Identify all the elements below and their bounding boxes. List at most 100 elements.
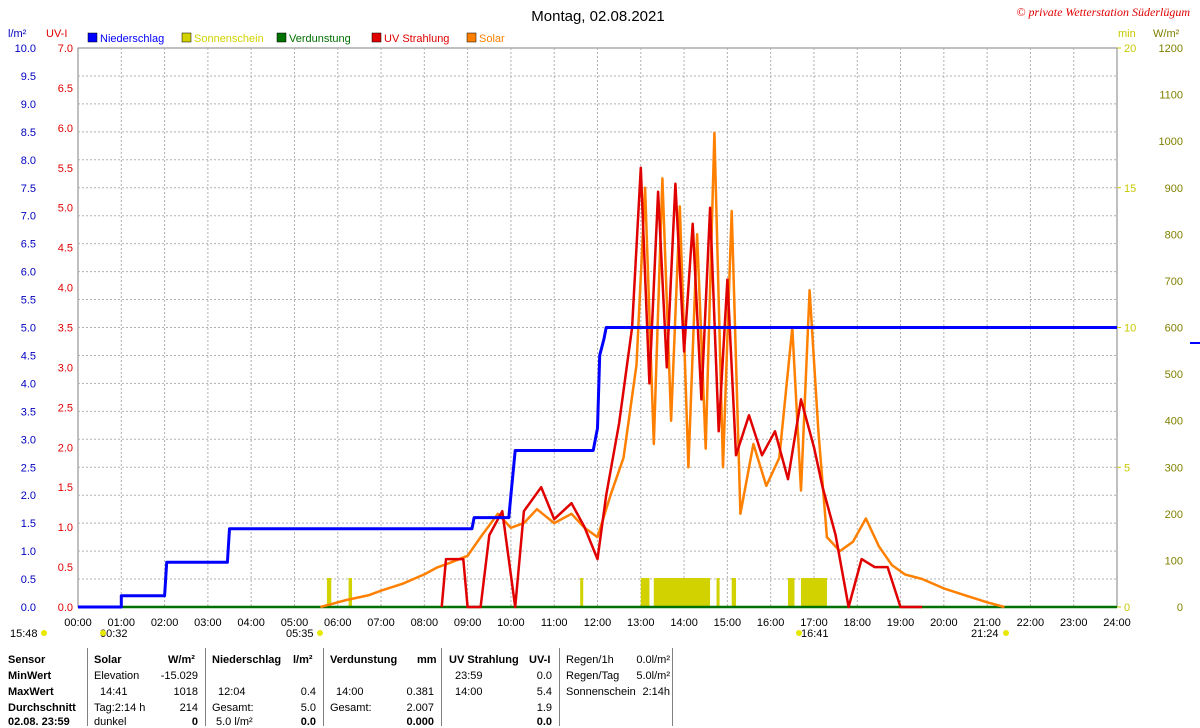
solar-r1-label: 14:41	[100, 686, 128, 698]
x-tick-label: 04:00	[237, 617, 265, 629]
verdunstung-unit: mm	[417, 654, 437, 666]
table-divider	[559, 648, 560, 726]
solar-r1-value: 1018	[173, 686, 198, 698]
left-axis-tick-label: 7.0	[21, 211, 36, 223]
wm-axis-tick-label: 1000	[1159, 136, 1183, 148]
left-axis-tick-label: 1.0	[21, 546, 36, 558]
weather-chart: Montag, 02.08.2021 © private Wetterstati…	[8, 5, 1200, 640]
wm-axis-unit: W/m²	[1153, 28, 1180, 40]
sun-moon-marker	[100, 630, 106, 636]
niederschlag-r1-label: 12:04	[218, 686, 246, 698]
wm-axis-tick-label: 1200	[1159, 43, 1183, 55]
uv-axis-tick-label: 6.0	[58, 123, 73, 135]
solar-r2-value: 214	[179, 702, 198, 714]
moon-set-label: 00:32	[100, 628, 128, 640]
verdunstung-r1-label: 14:00	[336, 686, 364, 698]
left-axis-unit: l/m²	[8, 28, 27, 40]
niederschlag-r2-value: 5.0	[300, 702, 316, 714]
solar-r0-value: -15.029	[160, 670, 198, 682]
chart-axes: 00:00 01:00 02:00 03:00 04:00 05:00 06:00 07:00…	[8, 28, 1200, 629]
uv-axis-tick-label: 2.5	[58, 402, 73, 414]
solar-r3-value: 0	[191, 716, 198, 728]
sun-moon-marker	[317, 630, 323, 636]
sonnenschein-label: Sonnenschein	[566, 686, 636, 698]
sunshine-bar	[640, 578, 650, 607]
legend-label: Solar	[479, 33, 505, 45]
left-axis-tick-label: 8.5	[21, 127, 36, 139]
x-tick-label: 20:00	[930, 617, 958, 629]
legend-swatch	[466, 32, 477, 43]
min-axis-tick-label: 15	[1124, 183, 1136, 195]
regen-tag-value: 5.0l/m²	[636, 670, 670, 682]
solar-header: Solar	[94, 654, 122, 666]
series-line	[440, 166, 923, 609]
chart-title: Montag, 02.08.2021	[531, 8, 664, 25]
left-axis-tick-label: 6.5	[21, 239, 36, 251]
x-tick-label: 21:00	[973, 617, 1001, 629]
left-axis-tick-label: 9.0	[21, 99, 36, 111]
x-tick-label: 16:00	[757, 617, 785, 629]
niederschlag-r3-value: 0.0	[300, 716, 316, 728]
x-tick-label: 17:00	[800, 617, 828, 629]
table-divider	[87, 648, 88, 726]
left-axis-tick-label: 8.0	[21, 155, 36, 167]
uv-axis-unit: UV-I	[46, 28, 67, 40]
series-lines	[78, 131, 1117, 609]
uv-r3-value: 0.0	[536, 716, 552, 728]
time-markers: 15:48 00:32 05:35 16:41 21:24	[10, 628, 1009, 640]
sunshine-bar	[653, 578, 711, 607]
left-axis-tick-label: 0.5	[21, 574, 36, 586]
left-axis-tick-label: 2.0	[21, 490, 36, 502]
legend-swatch	[181, 32, 192, 43]
niederschlag-r3-label: 5.0 l/m²	[216, 716, 253, 728]
verdunstung-header: Verdunstung	[330, 654, 398, 666]
x-tick-label: 02:00	[151, 617, 179, 629]
legend-label: Sonnenschein	[194, 33, 264, 45]
legend-swatch	[371, 32, 382, 43]
solar-noon-label: 16:41	[801, 628, 829, 640]
x-tick-label: 11:00	[541, 617, 568, 629]
left-axis-tick-label: 10.0	[15, 43, 36, 55]
uv-axis-tick-label: 7.0	[58, 43, 73, 55]
niederschlag-r1-value: 0.4	[300, 686, 316, 698]
solar-r0-label: Elevation	[94, 670, 140, 682]
table-divider	[323, 648, 324, 726]
copyright-label: © private Wetterstation Süderlügum	[1016, 5, 1190, 19]
moon-rise-label: 15:48	[10, 628, 38, 640]
solar-r2-label: Tag:2:14 h	[94, 702, 146, 714]
niederschlag-header: Niederschlag	[212, 654, 282, 666]
legend-swatch	[87, 32, 98, 43]
uv-axis-tick-label: 1.0	[58, 522, 73, 534]
x-tick-label: 03:00	[194, 617, 222, 629]
sunset-label: 21:24	[971, 628, 999, 640]
left-axis-tick-label: 2.5	[21, 462, 36, 474]
left-axis-tick-label: 7.5	[21, 183, 36, 195]
sunshine-bar	[326, 578, 332, 607]
left-axis-tick-label: 0.0	[21, 602, 36, 614]
sunshine-bar	[716, 578, 720, 607]
uv-axis-tick-label: 4.5	[58, 243, 73, 255]
uv-axis-tick-label: 1.5	[58, 482, 73, 494]
uv-r0-value: 0.0	[536, 670, 552, 682]
uv-axis-tick-label: 3.0	[58, 362, 73, 374]
uv-axis-tick-label: 5.5	[58, 163, 73, 175]
legend-label: Verdunstung	[289, 33, 351, 45]
series-line	[78, 326, 1117, 609]
uv-axis-tick-label: 2.0	[58, 442, 73, 454]
chart-legend: Niederschlag Sonnenschein Verdunstung UV St…	[87, 32, 505, 45]
wm-axis-tick-label: 1100	[1159, 90, 1183, 102]
uv-header: UV Strahlung	[449, 654, 519, 666]
min-axis-tick-label: 5	[1124, 462, 1130, 474]
uv-axis-tick-label: 4.0	[58, 283, 73, 295]
regen-1h-value: 0.0l/m²	[636, 654, 670, 666]
verdunstung-r2-value: 2.007	[406, 702, 434, 714]
verdunstung-r2-label: Gesamt:	[330, 702, 372, 714]
uv-axis-tick-label: 6.5	[58, 83, 73, 95]
solar-r3-label: dunkel	[94, 716, 127, 728]
niederschlag-unit: l/m²	[293, 654, 313, 666]
x-tick-label: 00:00	[64, 617, 92, 629]
sun-moon-marker	[1003, 630, 1009, 636]
x-tick-label: 08:00	[411, 617, 439, 629]
x-tick-label: 13:00	[627, 617, 655, 629]
x-tick-label: 12:00	[584, 617, 612, 629]
